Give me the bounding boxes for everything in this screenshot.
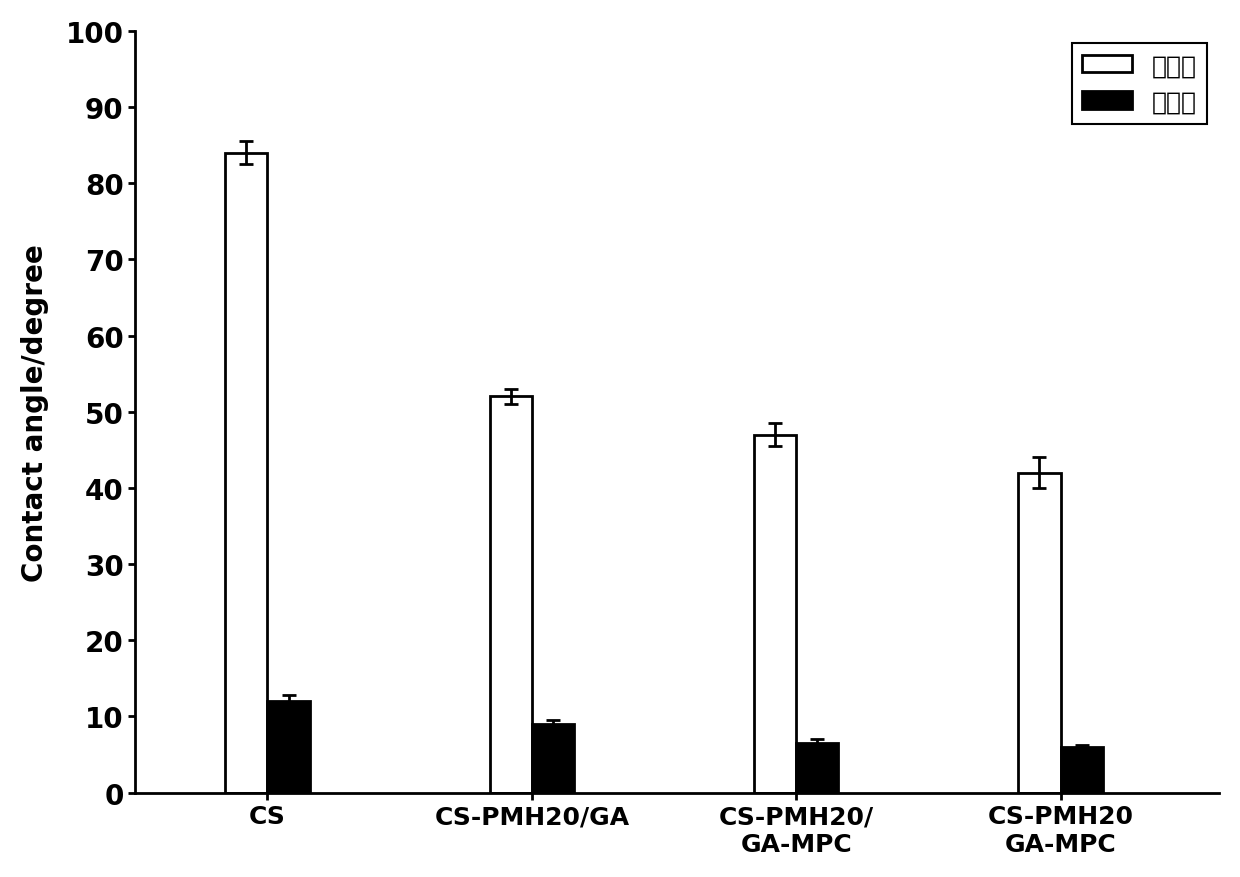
Bar xyxy=(796,743,838,793)
Bar xyxy=(532,724,574,793)
Y-axis label: Contact angle/degree: Contact angle/degree xyxy=(21,244,48,581)
Legend: 前进角, 后退角: 前进角, 后退角 xyxy=(1071,44,1207,125)
Bar xyxy=(1018,473,1060,793)
Bar xyxy=(490,397,532,793)
Bar xyxy=(226,153,268,793)
Bar xyxy=(268,702,310,793)
Bar xyxy=(1060,747,1102,793)
Bar xyxy=(754,435,796,793)
